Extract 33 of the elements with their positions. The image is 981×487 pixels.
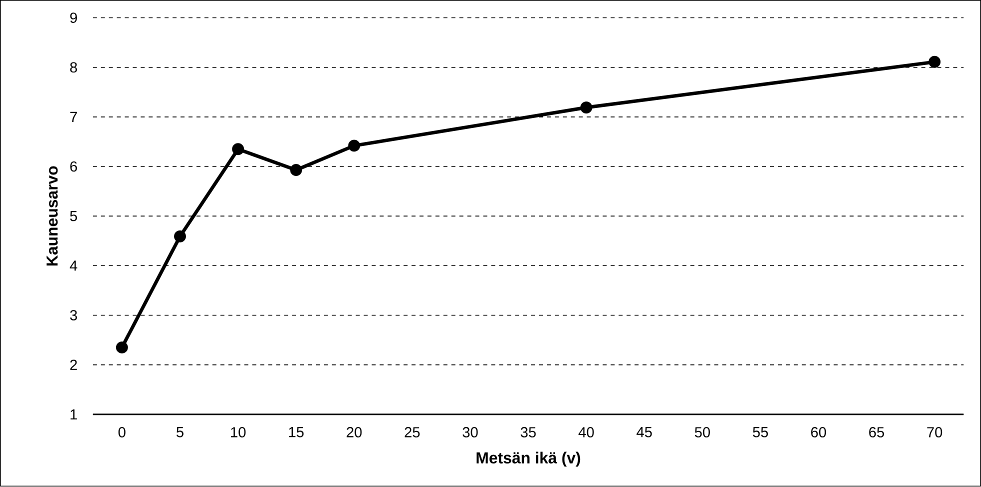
y-axis-title: Kauneusarvo [46, 166, 58, 266]
y-tick-label: 7 [70, 112, 77, 122]
x-tick-label: 55 [752, 427, 768, 438]
y-tick-label: 2 [70, 360, 77, 370]
y-tick-label: 3 [70, 310, 77, 321]
point [116, 342, 128, 354]
point [232, 143, 244, 156]
y-tick-label: 9 [70, 12, 77, 24]
point [348, 140, 360, 152]
y-tick-label: 8 [70, 62, 77, 73]
x-axis-title: Metsän ikä (v) [476, 452, 580, 467]
x-tick-label: 0 [118, 427, 126, 438]
x-tick-label: 70 [927, 427, 942, 438]
point [928, 56, 941, 68]
x-tick-label: 30 [462, 427, 478, 438]
x-tick-label: 5 [176, 427, 184, 438]
x-tick-label: 10 [231, 427, 246, 438]
point [290, 164, 302, 176]
x-tick-label: 45 [636, 427, 652, 438]
point [580, 102, 592, 114]
x-tick-label: 15 [289, 427, 304, 438]
y-tick-label: 6 [70, 162, 77, 172]
x-tick-label: 20 [346, 427, 362, 438]
point [174, 230, 186, 243]
x-tick-label: 40 [578, 427, 594, 438]
y-tick-label: 1 [70, 410, 77, 420]
x-tick-label: 35 [520, 427, 536, 438]
y-tick-label: 4 [70, 260, 78, 271]
y-tick-label: 5 [70, 211, 78, 222]
x-tick-label: 25 [404, 427, 420, 438]
x-tick-label: 60 [811, 427, 826, 438]
x-tick-label: 50 [694, 427, 710, 438]
x-tick-label: 65 [869, 427, 884, 438]
